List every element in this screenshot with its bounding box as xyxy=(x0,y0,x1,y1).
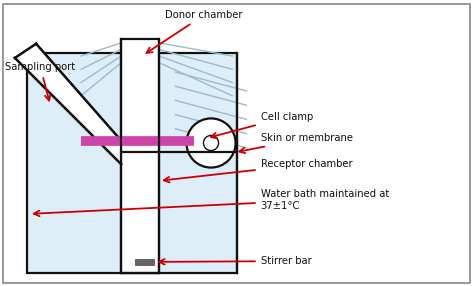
Text: Cell clamp: Cell clamp xyxy=(211,112,313,138)
Text: Donor chamber: Donor chamber xyxy=(146,10,243,53)
Polygon shape xyxy=(15,44,121,164)
Bar xyxy=(27,53,237,273)
Circle shape xyxy=(203,136,219,150)
Text: Skin or membrane: Skin or membrane xyxy=(239,133,353,153)
Bar xyxy=(136,259,155,265)
Text: Water bath maintained at
37±1°C: Water bath maintained at 37±1°C xyxy=(34,189,389,216)
Text: Receptor chamber: Receptor chamber xyxy=(164,159,352,182)
Text: Sampling port: Sampling port xyxy=(5,62,75,101)
Circle shape xyxy=(186,118,236,168)
Text: Stirrer bar: Stirrer bar xyxy=(159,256,311,266)
Bar xyxy=(121,39,159,273)
